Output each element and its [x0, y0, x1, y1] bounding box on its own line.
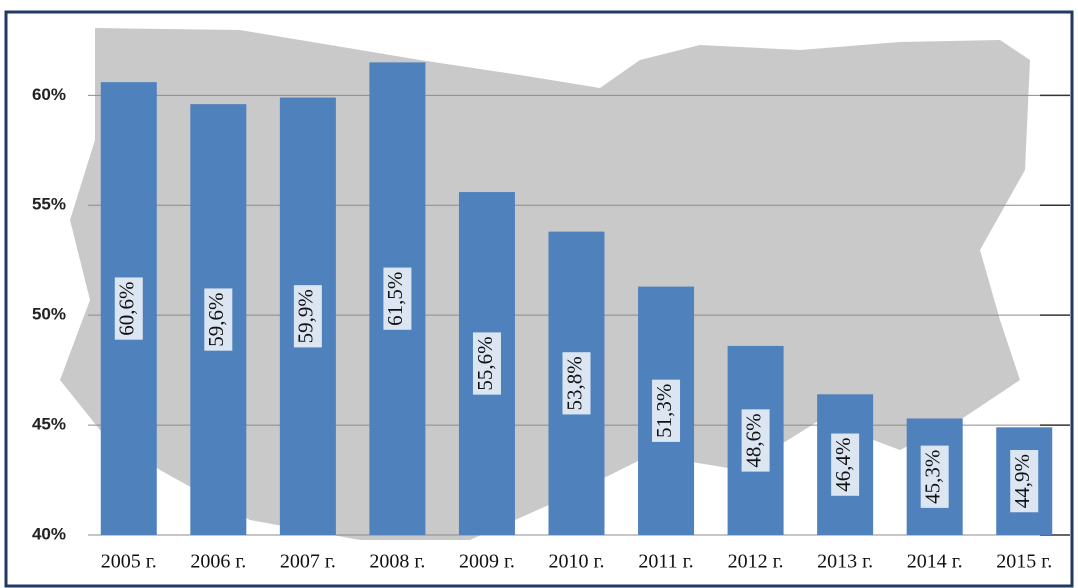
value-label-box [472, 332, 501, 395]
value-label-box [1010, 450, 1039, 513]
value-label: 53,8% [562, 356, 586, 410]
value-label-box [383, 267, 412, 330]
value-label: 44,9% [1010, 454, 1034, 508]
x-tick-label: 2013 г. [817, 551, 873, 573]
value-label: 45,3% [920, 450, 944, 504]
y-tick-label: 50% [32, 305, 66, 324]
value-label-box [652, 379, 681, 442]
x-tick-label: 2010 г. [549, 551, 605, 573]
x-tick-label: 2008 г. [369, 551, 425, 573]
x-tick-label: 2007 г. [280, 551, 336, 573]
y-tick-label: 45% [32, 415, 66, 434]
value-label-box [114, 277, 143, 340]
value-label-box [920, 445, 949, 508]
value-label: 60,6% [115, 281, 139, 335]
x-tick-label: 2014 г. [907, 551, 963, 573]
x-tick-label: 2012 г. [728, 551, 784, 573]
value-label: 61,5% [383, 272, 407, 326]
y-tick-label: 60% [32, 85, 66, 104]
value-label-box [741, 409, 770, 472]
value-label: 59,9% [294, 289, 318, 343]
x-tick-label: 2011 г. [638, 551, 693, 573]
x-tick-label: 2005 г. [101, 551, 157, 573]
value-label-box [204, 288, 233, 351]
value-label: 51,3% [652, 384, 676, 438]
value-label-box [831, 433, 860, 496]
x-tick-label: 2009 г. [459, 551, 515, 573]
y-tick-label: 40% [32, 524, 66, 543]
value-label-box [562, 352, 591, 415]
x-tick-label: 2015 г. [996, 551, 1052, 573]
value-label: 55,6% [473, 336, 497, 390]
value-label: 59,6% [204, 292, 228, 346]
x-tick-label: 2006 г. [190, 551, 246, 573]
y-tick-label: 55% [32, 195, 66, 214]
value-label: 46,4% [831, 438, 855, 492]
value-label: 48,6% [741, 413, 765, 467]
value-label-box [293, 285, 322, 348]
